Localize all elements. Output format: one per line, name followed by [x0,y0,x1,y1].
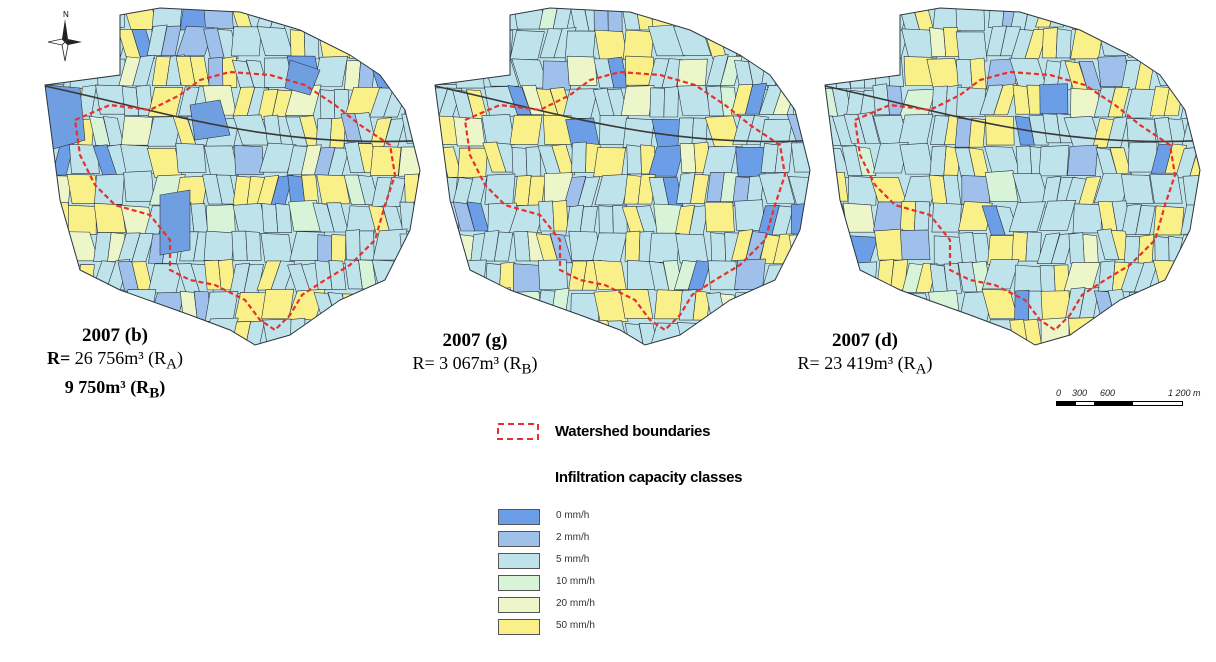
north-arrow-icon: N [47,10,82,62]
legend-label: 2 mm/h [556,532,590,543]
map-parcels [435,8,810,345]
caption-title: 2007 (g) [442,330,508,351]
caption-title: 2007 (d) [832,330,898,351]
caption-map-b: 2007 (b) R= 26 756m³ (RA) 9 750m³ (RB) [30,325,200,404]
scale-label-0: 0 [1056,388,1062,398]
caption-map-g: 2007 (g) R= 3 067m³ (RB) [385,330,565,381]
map-parcels [825,8,1200,345]
legend-label: 20 mm/h [556,598,595,609]
scale-bar-graphic [1056,401,1183,406]
watershed-boundary [463,70,787,332]
legend-swatch [498,597,540,613]
watershed-boundary-swatch [497,423,539,440]
scale-label-300: 300 [1072,388,1088,398]
legend-swatch [498,531,540,547]
legend-swatch [498,619,540,635]
caption-map-d: 2007 (d) R= 23 419m³ (RA) [775,330,955,381]
caption-title: 2007 (b) [82,325,148,346]
watershed-boundary [853,70,1177,332]
map-2007-b [44,7,421,346]
legend-swatch [498,575,540,591]
scale-bar: 0 300 600 1 200 m [1056,388,1206,428]
legend-label: 0 mm/h [556,510,590,521]
legend-swatch [498,509,540,525]
legend-classes-title: Infiltration capacity classes [555,469,743,486]
scale-label-600: 600 [1100,388,1116,398]
legend-label: 50 mm/h [556,620,595,631]
caption-runoff-a: R= 26 756m³ (RA) [46,348,183,373]
caption-runoff: R= 3 067m³ (RB) [412,353,538,378]
legend-swatch [498,553,540,569]
scale-label-1200: 1 200 m [1168,388,1201,398]
map-parcels [45,8,420,345]
north-letter: N [63,10,69,19]
legend-boundary-label: Watershed boundaries [555,423,711,440]
caption-runoff-b: 9 750m³ (RB) [64,376,166,402]
caption-runoff: R= 23 419m³ (RA) [797,353,933,378]
map-2007-d [824,7,1201,346]
legend-label: 5 mm/h [556,554,590,565]
legend-label: 10 mm/h [556,576,595,587]
map-2007-g [434,7,811,346]
watershed-boundary [73,70,397,332]
